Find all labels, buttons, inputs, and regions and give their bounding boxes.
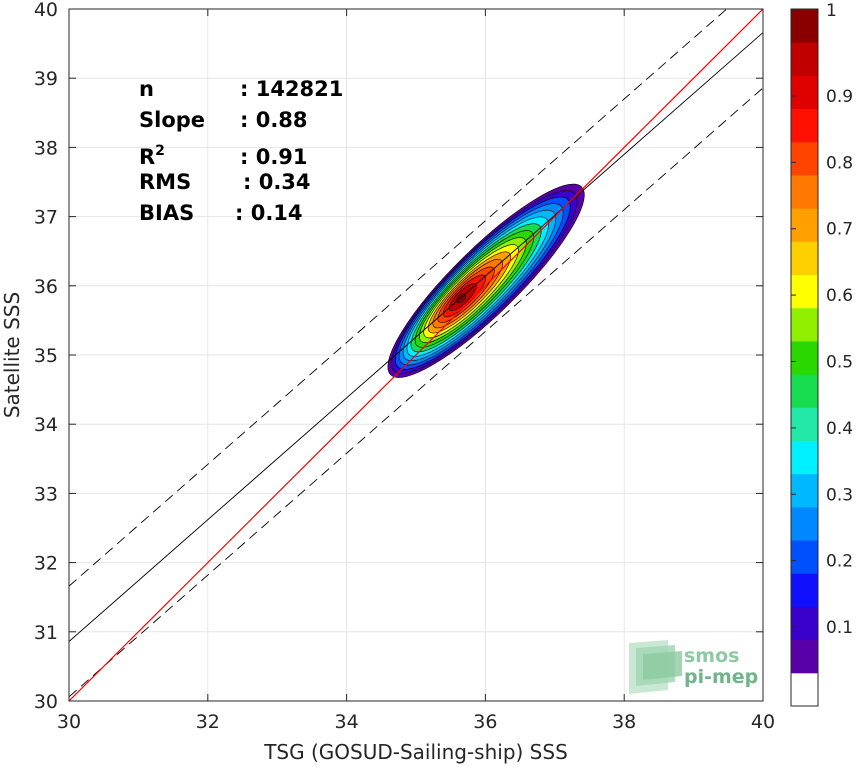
colorbar bbox=[790, 8, 819, 707]
grid-lines bbox=[68, 8, 764, 702]
colorbar-segment bbox=[791, 340, 818, 375]
colorbar-tick-label: 0.6 bbox=[826, 286, 853, 306]
stat-label: n bbox=[139, 77, 154, 101]
upper-dashed-line bbox=[69, 9, 728, 587]
smos-pi-mep-logo: smos pi-mep bbox=[629, 640, 758, 694]
y-tick-label: 30 bbox=[34, 691, 58, 713]
colorbar-segment bbox=[791, 573, 818, 607]
colorbar-segment bbox=[791, 241, 818, 276]
stat-value: : 0.88 bbox=[240, 108, 308, 132]
colorbar-segment bbox=[791, 473, 818, 508]
logo-text-smos: smos bbox=[684, 645, 739, 667]
stat-label: BIAS bbox=[139, 201, 194, 225]
y-axis-ticks: 30 31 32 33 34 35 36 37 38 39 40 bbox=[34, 0, 763, 713]
colorbar-segment bbox=[791, 374, 818, 408]
colorbar-tick-label: 0.1 bbox=[826, 618, 853, 638]
x-tick-label: 38 bbox=[612, 711, 636, 733]
colorbar-tick-label: 0.5 bbox=[826, 353, 853, 373]
y-tick-label: 38 bbox=[34, 137, 58, 159]
x-axis-ticks: 30 32 34 36 38 40 bbox=[57, 9, 775, 733]
colorbar-segment bbox=[791, 75, 818, 110]
colorbar-segment bbox=[791, 506, 818, 541]
colorbar-tick-label: 0.9 bbox=[826, 87, 853, 107]
x-tick-label: 30 bbox=[57, 711, 81, 733]
colorbar-segment bbox=[791, 639, 818, 674]
colorbar-segment bbox=[791, 307, 818, 342]
lower-dashed-line bbox=[69, 87, 763, 698]
y-tick-label: 39 bbox=[34, 68, 58, 90]
y-tick-label: 33 bbox=[34, 483, 58, 505]
colorbar-segment bbox=[791, 141, 818, 176]
x-axis-label: TSG (GOSUD-Sailing-ship) SSS bbox=[263, 740, 568, 764]
y-tick-label: 32 bbox=[34, 553, 58, 575]
stat-label-superscript: 2 bbox=[155, 143, 165, 159]
x-tick-label: 40 bbox=[751, 711, 775, 733]
x-tick-label: 34 bbox=[335, 711, 359, 733]
y-tick-label: 36 bbox=[34, 276, 58, 298]
stat-value: : 0.34 bbox=[243, 170, 311, 194]
y-tick-label: 31 bbox=[34, 622, 58, 644]
colorbar-segment bbox=[791, 407, 818, 441]
stat-label: Slope bbox=[139, 108, 205, 132]
colorbar-segment bbox=[791, 174, 818, 209]
stat-label-text: BIAS bbox=[139, 201, 194, 225]
y-tick-label: 40 bbox=[34, 0, 58, 21]
x-tick-label: 36 bbox=[473, 711, 497, 733]
colorbar-segment bbox=[791, 42, 818, 76]
regression-line bbox=[69, 32, 763, 642]
colorbar-tick-label: 1 bbox=[826, 1, 837, 21]
y-tick-label: 35 bbox=[34, 345, 58, 367]
colorbar-frame bbox=[790, 8, 819, 707]
colorbar-segment bbox=[791, 208, 818, 242]
colorbar-tick-label: 0.7 bbox=[826, 220, 853, 240]
reference-lines bbox=[69, 9, 763, 701]
stat-label-text: Slope bbox=[139, 108, 205, 132]
colorbar-segment bbox=[791, 440, 818, 475]
colorbar-tick-label: 0.2 bbox=[826, 552, 853, 572]
y-tick-label: 37 bbox=[34, 207, 58, 229]
stat-label-text: RMS bbox=[139, 170, 191, 194]
colorbar-segment bbox=[791, 672, 818, 707]
y-axis-label: Satellite SSS bbox=[0, 292, 24, 418]
colorbar-ticks: 0.1 0.2 0.3 0.4 0.5 0.6 0.7 0.8 0.9 1 bbox=[791, 1, 853, 638]
stat-label-text: n bbox=[139, 77, 154, 101]
colorbar-segment bbox=[791, 9, 818, 43]
stat-value: : 0.14 bbox=[235, 201, 303, 225]
logo-text-pi-mep: pi-mep bbox=[684, 666, 758, 688]
x-tick-label: 32 bbox=[196, 711, 220, 733]
statistics-panel: n : 142821 Slope : 0.88 R2 : 0.91 RMS : 0.34 BIA… bbox=[139, 77, 343, 225]
colorbar-segment bbox=[791, 606, 818, 641]
y-tick-label: 34 bbox=[34, 414, 58, 436]
stat-value: : 142821 bbox=[240, 77, 343, 101]
stat-label: R2 bbox=[139, 143, 165, 169]
colorbar-segment bbox=[791, 274, 818, 309]
identity-line bbox=[69, 9, 763, 701]
colorbar-tick-label: 0.3 bbox=[826, 485, 853, 505]
colorbar-segment bbox=[791, 540, 818, 574]
colorbar-tick-label: 0.8 bbox=[826, 153, 853, 173]
stat-label-text: R bbox=[139, 145, 155, 169]
colorbar-tick-label: 0.4 bbox=[826, 419, 853, 439]
stat-label: RMS bbox=[139, 170, 191, 194]
stat-value: : 0.91 bbox=[240, 145, 308, 169]
colorbar-segment bbox=[791, 108, 818, 143]
